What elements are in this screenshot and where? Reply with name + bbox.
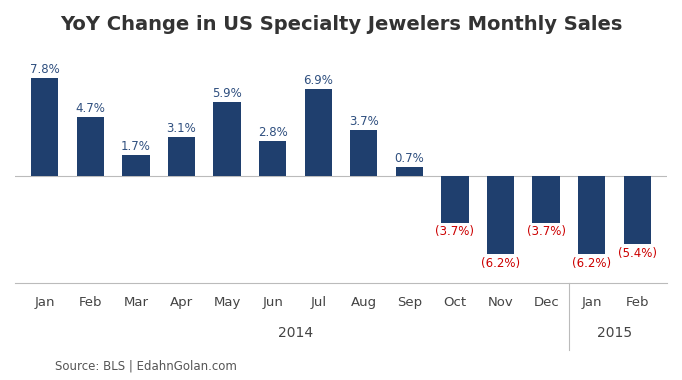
Text: 0.7%: 0.7% (394, 152, 424, 165)
Bar (350, 130, 377, 176)
Title: YoY Change in US Specialty Jewelers Monthly Sales: YoY Change in US Specialty Jewelers Mont… (60, 15, 622, 34)
Text: Source: BLS | EdahnGolan.com: Source: BLS | EdahnGolan.com (55, 359, 237, 372)
Text: (6.2%): (6.2%) (481, 256, 520, 270)
Bar (76, 117, 104, 176)
Bar (213, 102, 241, 176)
Text: (3.7%): (3.7%) (527, 225, 565, 238)
Text: 4.7%: 4.7% (75, 102, 105, 115)
Text: 1.7%: 1.7% (121, 140, 151, 153)
Bar (122, 155, 149, 176)
Text: (6.2%): (6.2%) (572, 256, 611, 270)
Text: 3.1%: 3.1% (166, 122, 196, 135)
Text: 5.9%: 5.9% (212, 87, 242, 100)
Text: 2015: 2015 (597, 326, 632, 340)
Bar (305, 89, 332, 176)
Bar (441, 176, 469, 223)
Bar (578, 176, 606, 254)
Bar (31, 78, 59, 176)
Bar (259, 141, 286, 176)
Bar (396, 167, 423, 176)
Bar (487, 176, 514, 254)
Text: 7.8%: 7.8% (30, 63, 59, 76)
Text: (5.4%): (5.4%) (618, 247, 657, 260)
Text: (3.7%): (3.7%) (436, 225, 475, 238)
Bar (623, 176, 651, 244)
Text: 2.8%: 2.8% (258, 126, 288, 139)
Text: 6.9%: 6.9% (303, 74, 333, 87)
Bar (168, 137, 195, 176)
Text: 3.7%: 3.7% (349, 115, 379, 128)
Bar (533, 176, 560, 223)
Text: 2014: 2014 (278, 326, 313, 340)
